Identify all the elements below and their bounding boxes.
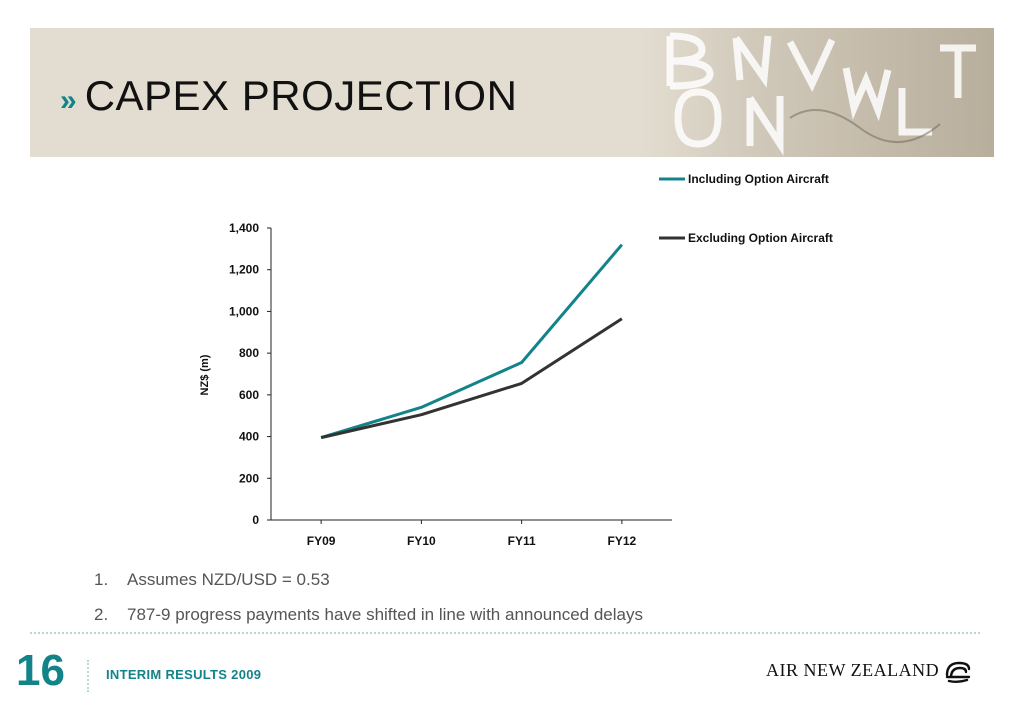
x-tick-label: FY09	[307, 534, 336, 548]
x-tick-label: FY10	[407, 534, 436, 548]
header-banner: » CAPEX PROJECTION	[30, 28, 994, 157]
note-number: 1.	[94, 570, 109, 589]
note-text: Assumes NZD/USD = 0.53	[127, 570, 330, 589]
note-number: 2.	[94, 605, 109, 624]
y-axis-label: NZ$ (m)	[199, 354, 211, 395]
x-tick-label: FY12	[608, 534, 637, 548]
y-tick-label: 1,400	[229, 221, 259, 235]
note-item: 1. Assumes NZD/USD = 0.53	[94, 569, 643, 604]
legend-label: Including Option Aircraft	[688, 172, 829, 186]
note-text: 787-9 progress payments have shifted in …	[127, 605, 643, 624]
series-line-excluding-option-aircraft	[320, 317, 623, 440]
notes-list: 1. Assumes NZD/USD = 0.53 2. 787-9 progr…	[94, 569, 643, 639]
y-tick-label: 1,200	[229, 263, 259, 277]
y-tick-label: 200	[239, 471, 259, 485]
footer-separator	[87, 660, 89, 692]
logo-text: AIR NEW ZEALAND	[766, 659, 940, 680]
y-tick-label: 800	[239, 346, 259, 360]
koru-icon	[945, 661, 971, 683]
series-line-including-option-aircraft	[320, 243, 624, 440]
signage-decoration	[640, 28, 994, 157]
title-block: » CAPEX PROJECTION	[60, 72, 517, 120]
y-tick-label: 1,000	[229, 304, 259, 318]
capex-line-chart: 0 200 400 600 800 1,000 1,200 1,400 FY09 FY10 FY1…	[199, 172, 833, 548]
y-tick-label: 400	[239, 430, 259, 444]
page-title: CAPEX PROJECTION	[84, 72, 518, 119]
chevron-icon: »	[60, 84, 77, 117]
y-tick-label: 600	[239, 388, 259, 402]
footer-divider	[30, 632, 980, 634]
y-tick-label: 0	[252, 513, 259, 527]
page-number: 16	[16, 646, 65, 695]
legend-label: Excluding Option Aircraft	[688, 231, 833, 245]
footer-label: INTERIM RESULTS 2009	[106, 667, 262, 682]
air-new-zealand-logo: AIR NEW ZEALAND	[766, 655, 973, 685]
x-tick-label: FY11	[508, 534, 536, 548]
note-item: 2. 787-9 progress payments have shifted …	[94, 604, 643, 639]
